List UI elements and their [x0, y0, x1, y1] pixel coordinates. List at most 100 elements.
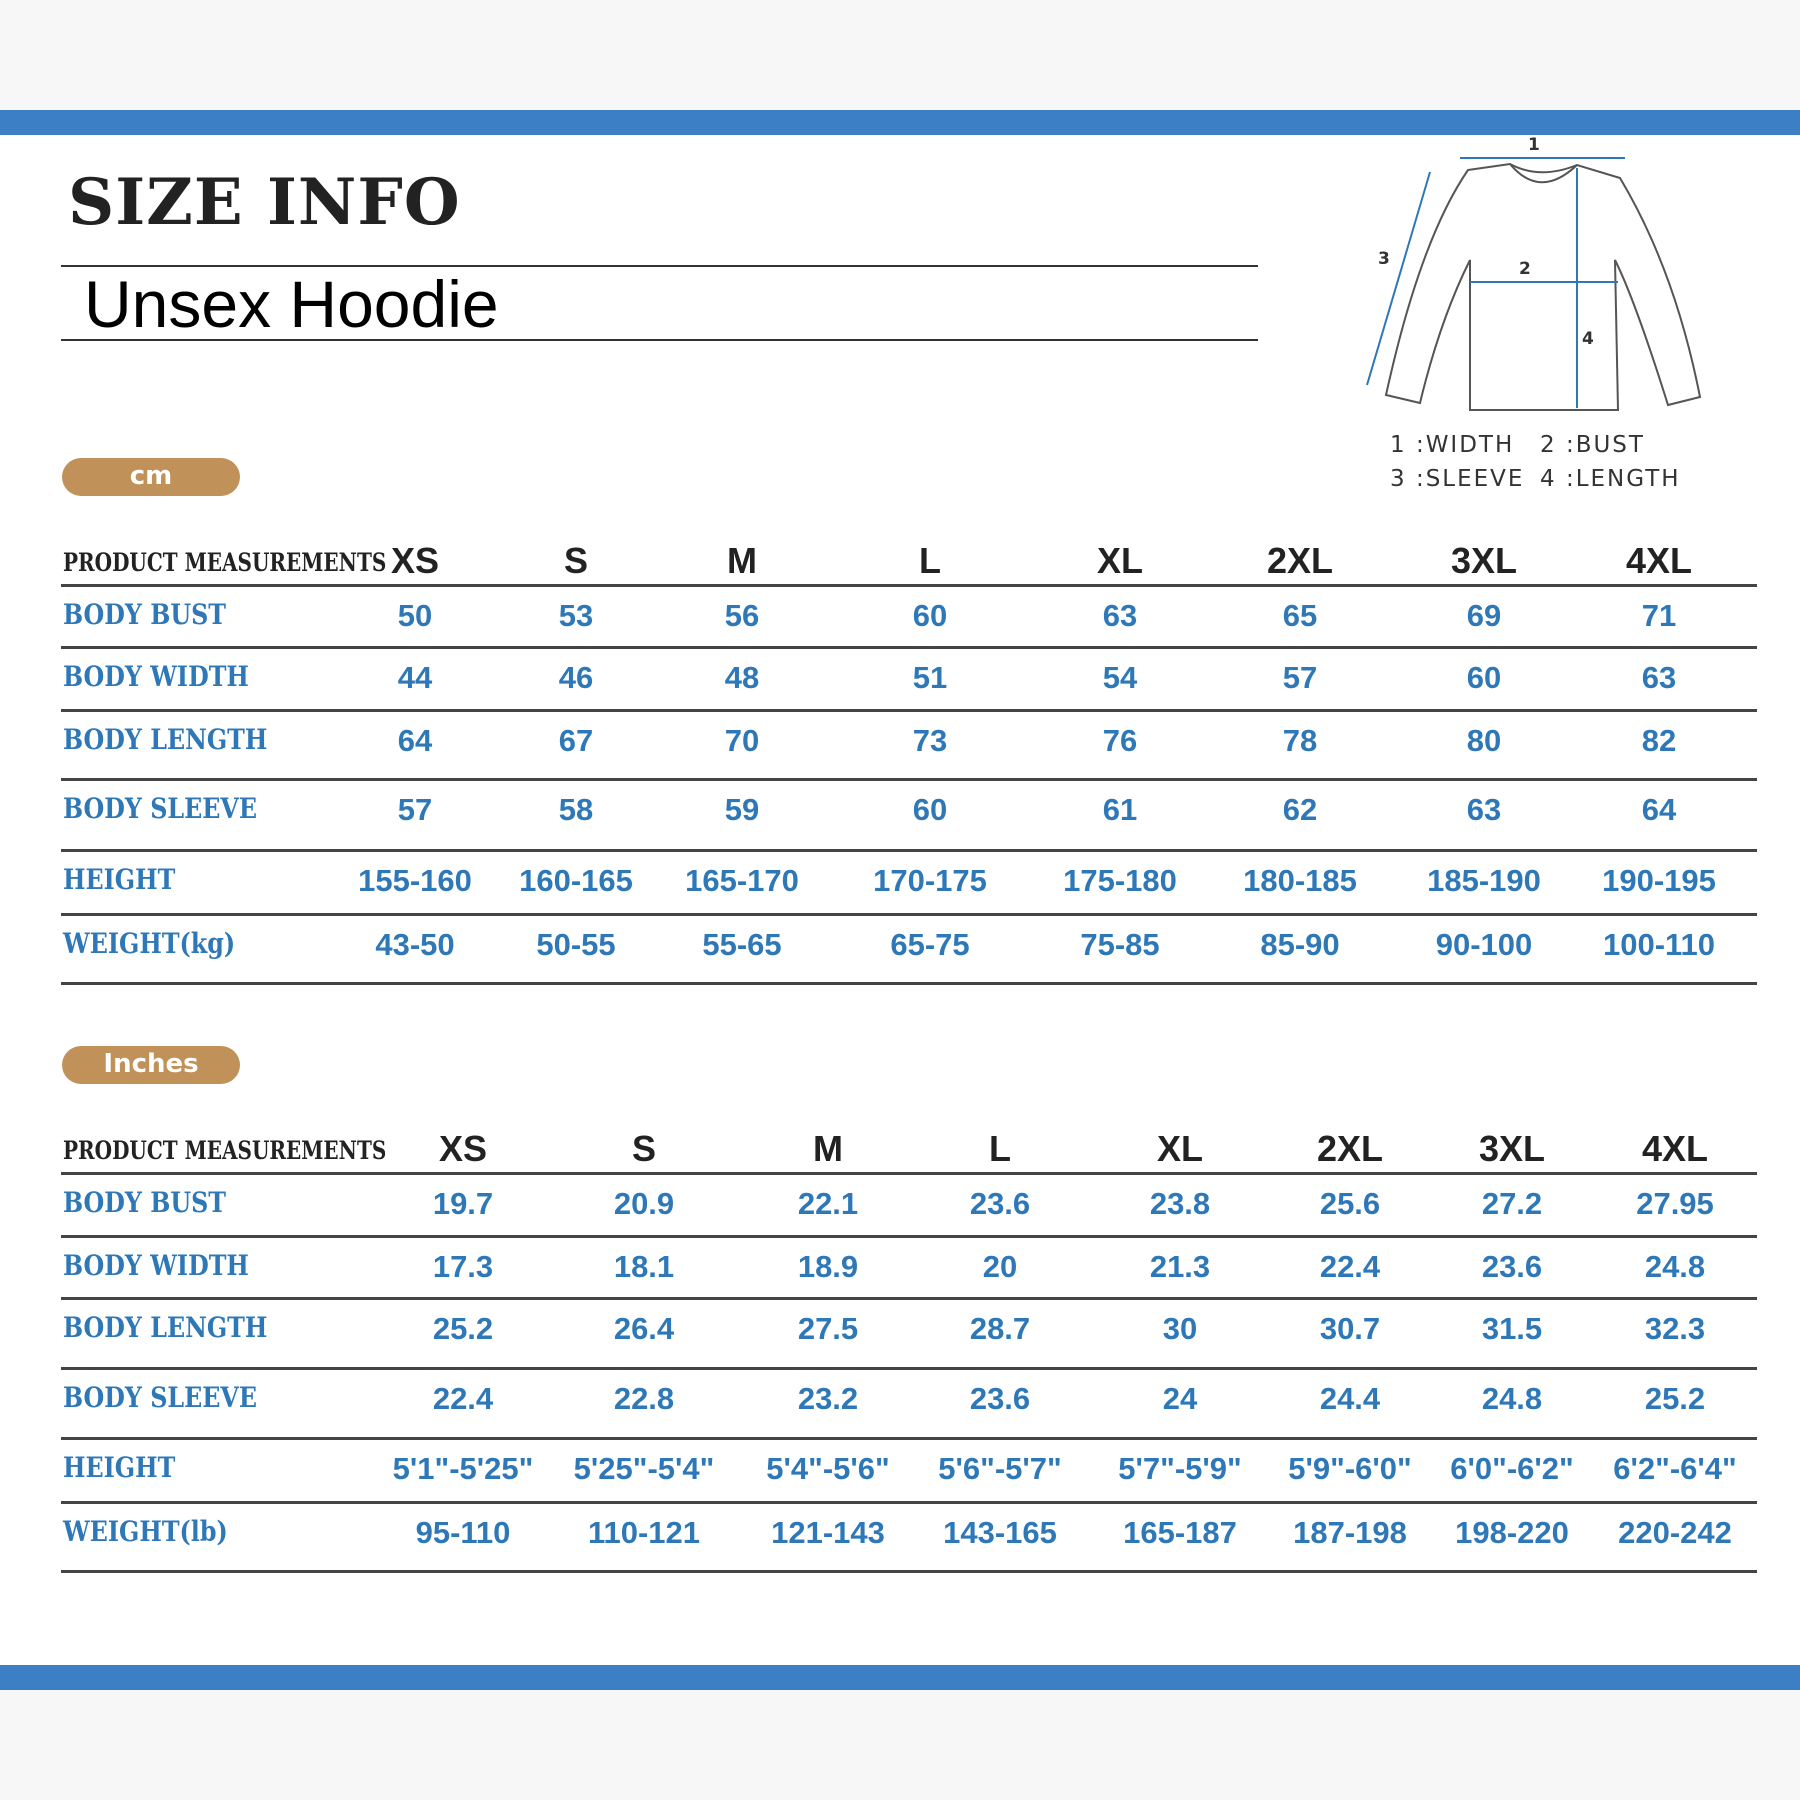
size-header: XS	[438, 1128, 488, 1169]
measurement-value: 18.1	[613, 1249, 675, 1284]
measurement-value: 63	[1466, 792, 1502, 827]
measurement-value: 70	[724, 723, 760, 758]
size-header: 2XL	[1266, 540, 1334, 581]
measurement-value: 20	[982, 1249, 1018, 1284]
measurement-value: 44	[397, 660, 433, 695]
diagram-mark: 1	[1528, 135, 1540, 155]
measurement-value: 23.2	[797, 1381, 859, 1416]
diagram-mark: 4	[1582, 329, 1594, 349]
measurement-value: 22.1	[797, 1186, 859, 1221]
unit-badge-cm: cm	[62, 458, 240, 496]
top-accent-bar	[0, 110, 1800, 135]
measurement-value: 5'1"-5'25"	[392, 1451, 534, 1486]
row-divider	[61, 1172, 1757, 1175]
measurement-value: 82	[1641, 723, 1677, 758]
measurement-value: 175-180	[1063, 863, 1177, 898]
row-label: BODY LENGTH	[63, 1311, 268, 1344]
diagram-mark: 3	[1378, 249, 1390, 269]
size-header: 3XL	[1450, 540, 1518, 581]
measurement-value: 24.4	[1319, 1381, 1381, 1416]
measurement-value: 60	[912, 598, 948, 633]
row-label: WEIGHT(kg)	[63, 927, 236, 960]
measurement-value: 170-175	[873, 863, 987, 898]
row-label: BODY BUST	[63, 1186, 226, 1219]
size-header: S	[563, 540, 589, 581]
measurement-value: 23.8	[1149, 1186, 1211, 1221]
size-header: 2XL	[1316, 1128, 1384, 1169]
row-label: HEIGHT	[63, 863, 176, 896]
measurement-value: 121-143	[771, 1515, 885, 1550]
measurement-value: 25.2	[1644, 1381, 1706, 1416]
measurement-value: 21.3	[1149, 1249, 1211, 1284]
legend-item: 3 :SLEEVE	[1390, 466, 1525, 492]
bottom-accent-bar	[0, 1665, 1800, 1690]
row-divider	[61, 913, 1757, 916]
row-label: HEIGHT	[63, 1451, 176, 1484]
measurement-value: 23.6	[969, 1186, 1031, 1221]
row-divider	[61, 646, 1757, 649]
divider	[61, 265, 1258, 267]
measurement-value: 73	[912, 723, 948, 758]
measurement-value: 61	[1102, 792, 1138, 827]
measurement-value: 71	[1641, 598, 1677, 633]
measurement-value: 6'2"-6'4"	[1613, 1451, 1737, 1486]
row-divider	[61, 709, 1757, 712]
measurement-value: 5'9"-6'0"	[1288, 1451, 1412, 1486]
measurement-value: 51	[912, 660, 948, 695]
measurement-value: 75-85	[1080, 927, 1160, 962]
measurement-value: 30.7	[1319, 1311, 1381, 1346]
measurement-value: 165-187	[1123, 1515, 1237, 1550]
shirt-diagram-icon: 1 2 3 4	[1366, 135, 1702, 411]
measurement-value: 155-160	[358, 863, 472, 898]
measurement-value: 60	[912, 792, 948, 827]
measurement-value: 5'25"-5'4"	[573, 1451, 715, 1486]
measurement-value: 55-65	[702, 927, 782, 962]
row-divider	[61, 1235, 1757, 1238]
measurement-value: 165-170	[685, 863, 799, 898]
size-header: XL	[1096, 540, 1144, 581]
measurement-value: 50	[397, 598, 433, 633]
measurement-value: 5'7"-5'9"	[1118, 1451, 1242, 1486]
diagram-mark: 2	[1519, 259, 1531, 279]
measurement-value: 43-50	[375, 927, 455, 962]
row-divider	[61, 1437, 1757, 1440]
measurement-value: 59	[724, 792, 760, 827]
measurement-value: 57	[397, 792, 433, 827]
measurement-value: 198-220	[1455, 1515, 1569, 1550]
size-header: M	[727, 540, 757, 581]
measurement-value: 18.9	[797, 1249, 859, 1284]
measurement-value: 143-165	[943, 1515, 1057, 1550]
measurement-value: 17.3	[432, 1249, 494, 1284]
measurement-value: 25.2	[432, 1311, 494, 1346]
measurement-value: 100-110	[1602, 927, 1716, 962]
content-panel	[0, 135, 1800, 1665]
size-header: 4XL	[1625, 540, 1693, 581]
row-label: BODY BUST	[63, 598, 226, 631]
measurement-value: 30	[1162, 1311, 1198, 1346]
measurement-value: 67	[558, 723, 594, 758]
measurement-value: 190-195	[1602, 863, 1716, 898]
measurement-value: 78	[1282, 723, 1318, 758]
legend-item: 1 :WIDTH	[1390, 432, 1515, 458]
measurement-value: 60	[1466, 660, 1502, 695]
measurement-value: 63	[1102, 598, 1138, 633]
measurement-value: 50-55	[536, 927, 616, 962]
row-divider	[61, 778, 1757, 781]
measurement-value: 32.3	[1644, 1311, 1706, 1346]
row-divider	[61, 1570, 1757, 1573]
measurement-value: 5'6"-5'7"	[938, 1451, 1062, 1486]
measurement-value: 20.9	[613, 1186, 675, 1221]
measurement-value: 27.5	[797, 1311, 859, 1346]
measurement-value: 220-242	[1618, 1515, 1732, 1550]
measurement-value: 6'0"-6'2"	[1450, 1451, 1574, 1486]
row-divider	[61, 849, 1757, 852]
measurement-value: 23.6	[1481, 1249, 1543, 1284]
measurement-value: 24.8	[1644, 1249, 1706, 1284]
measurement-value: 185-190	[1427, 863, 1541, 898]
measurement-value: 54	[1102, 660, 1138, 695]
measurement-value: 95-110	[415, 1515, 511, 1550]
measurement-value: 26.4	[613, 1311, 675, 1346]
measurement-value: 27.2	[1481, 1186, 1543, 1221]
measurement-value: 22.4	[1319, 1249, 1381, 1284]
header-label: PRODUCT MEASUREMENTS	[63, 548, 387, 577]
